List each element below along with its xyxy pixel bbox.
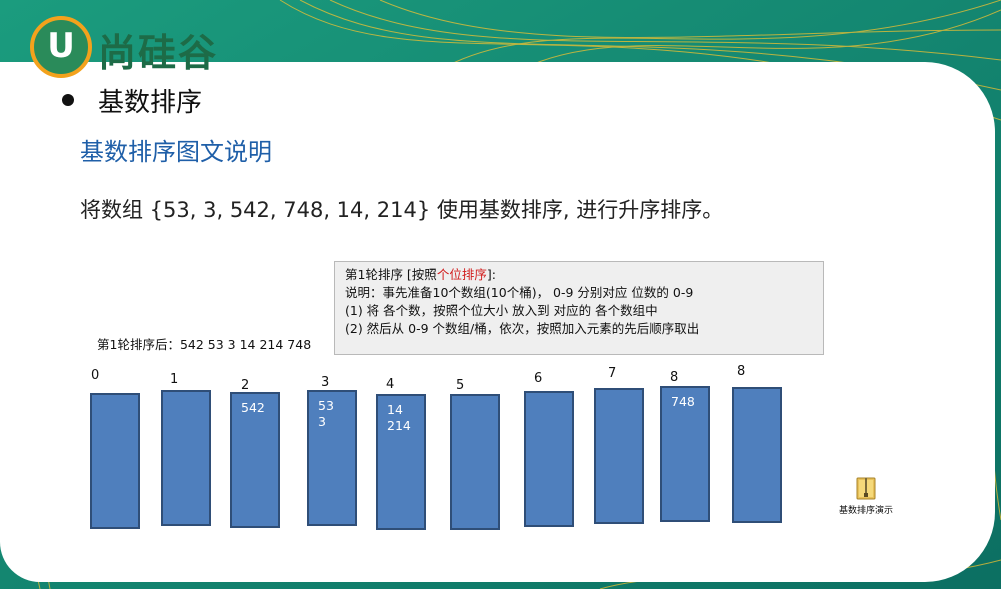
bucket-value: 214 xyxy=(387,418,411,433)
bucket-label: 0 xyxy=(91,368,100,383)
bucket-8: 748 xyxy=(660,386,710,522)
bucket-value: 748 xyxy=(671,394,695,409)
bucket-5 xyxy=(450,394,500,530)
bucket-value: 542 xyxy=(241,400,265,415)
bucket-value: 3 xyxy=(318,414,326,429)
note-line-2: 说明：事先准备10个数组(10个桶)， 0-9 分别对应 位数的 0-9 xyxy=(345,285,694,300)
bucket-label: 8 xyxy=(737,364,746,379)
section-title: 基数排序 xyxy=(98,87,203,118)
logo-text: 尚硅谷 xyxy=(98,31,219,75)
brand-logo: U 尚硅谷 xyxy=(22,10,262,80)
bucket-6 xyxy=(524,391,574,527)
note-line-3: (1) 将 各个数，按照个位大小 放入到 对应的 各个数组中 xyxy=(345,303,658,318)
logo-mark-icon: U xyxy=(30,16,92,78)
bucket-1 xyxy=(161,390,211,526)
explanation-box: 第1轮排序 [按照个位排序]: 说明：事先准备10个数组(10个桶)， 0-9 … xyxy=(334,261,824,355)
bucket-label: 1 xyxy=(170,372,179,387)
logo-letter: U xyxy=(47,26,75,66)
bucket-label: 6 xyxy=(534,371,543,386)
bucket-0 xyxy=(90,393,140,529)
section-heading: 基数排序 xyxy=(62,82,202,118)
bucket-label: 4 xyxy=(386,377,395,392)
bucket-label: 8 xyxy=(670,370,679,385)
bucket-label: 7 xyxy=(608,366,617,381)
bucket-label: 5 xyxy=(456,378,465,393)
bucket-3: 53 3 xyxy=(307,390,357,526)
bucket-7 xyxy=(594,388,644,524)
subtitle: 基数排序图文说明 xyxy=(80,138,272,166)
note-line-4: (2) 然后从 0-9 个数组/桶，依次，按照加入元素的先后顺序取出 xyxy=(345,321,700,336)
bucket-label: 3 xyxy=(321,375,330,390)
bucket-2: 542 xyxy=(230,392,280,528)
highlight-text: 个位排序 xyxy=(436,267,487,282)
bullet-dot-icon xyxy=(62,94,74,106)
file-caption[interactable]: 基数排序演示 xyxy=(838,506,893,516)
bucket-value: 53 xyxy=(318,398,334,413)
problem-statement: 将数组 {53, 3, 542, 748, 14, 214} 使用基数排序, 进… xyxy=(80,198,724,222)
bucket-label: 2 xyxy=(241,378,250,393)
round-result: 第1轮排序后：542 53 3 14 214 748 xyxy=(97,337,312,352)
bucket-value: 14 xyxy=(387,402,403,417)
bucket-4: 14 214 xyxy=(376,394,426,530)
folder-zip-icon[interactable] xyxy=(856,476,876,500)
note-line-1: 第1轮排序 [按照个位排序]: xyxy=(345,267,496,282)
bucket-9 xyxy=(732,387,782,523)
